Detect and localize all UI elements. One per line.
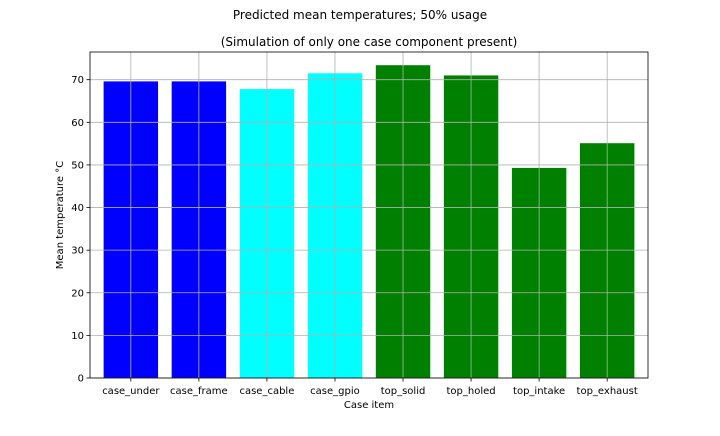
y-tick-label: 70 — [71, 75, 84, 86]
y-tick-label: 40 — [71, 203, 84, 214]
y-tick-label: 0 — [78, 374, 84, 385]
chart-title: (Simulation of only one case component p… — [221, 35, 518, 49]
x-ticks: case_under case_frame case_cable case_gpio t… — [102, 378, 638, 397]
x-tick-label: case_gpio — [310, 386, 360, 397]
x-tick-label: top_intake — [513, 386, 565, 397]
plot-frame — [89, 51, 649, 379]
x-tick-label: top_exhaust — [577, 386, 638, 397]
x-axis-label: Case item — [344, 400, 394, 411]
x-tick-label: case_under — [102, 386, 160, 397]
x-tick-label: top_solid — [381, 386, 426, 397]
y-axis-label: Mean temperature °C — [55, 161, 66, 269]
x-tick-label: top_holed — [447, 386, 496, 397]
y-tick-label: 50 — [71, 160, 84, 171]
chart-suptitle: Predicted mean temperatures; 50% usage — [233, 8, 487, 22]
grid — [90, 52, 648, 379]
y-tick-label: 10 — [71, 331, 84, 342]
y-tick-label: 60 — [71, 118, 84, 129]
y-tick-label: 30 — [71, 246, 84, 257]
x-tick-label: case_cable — [239, 386, 294, 397]
y-ticks: 0 10 20 30 40 50 60 70 — [71, 75, 90, 385]
x-tick-label: case_frame — [170, 386, 228, 397]
y-tick-label: 20 — [71, 288, 84, 299]
